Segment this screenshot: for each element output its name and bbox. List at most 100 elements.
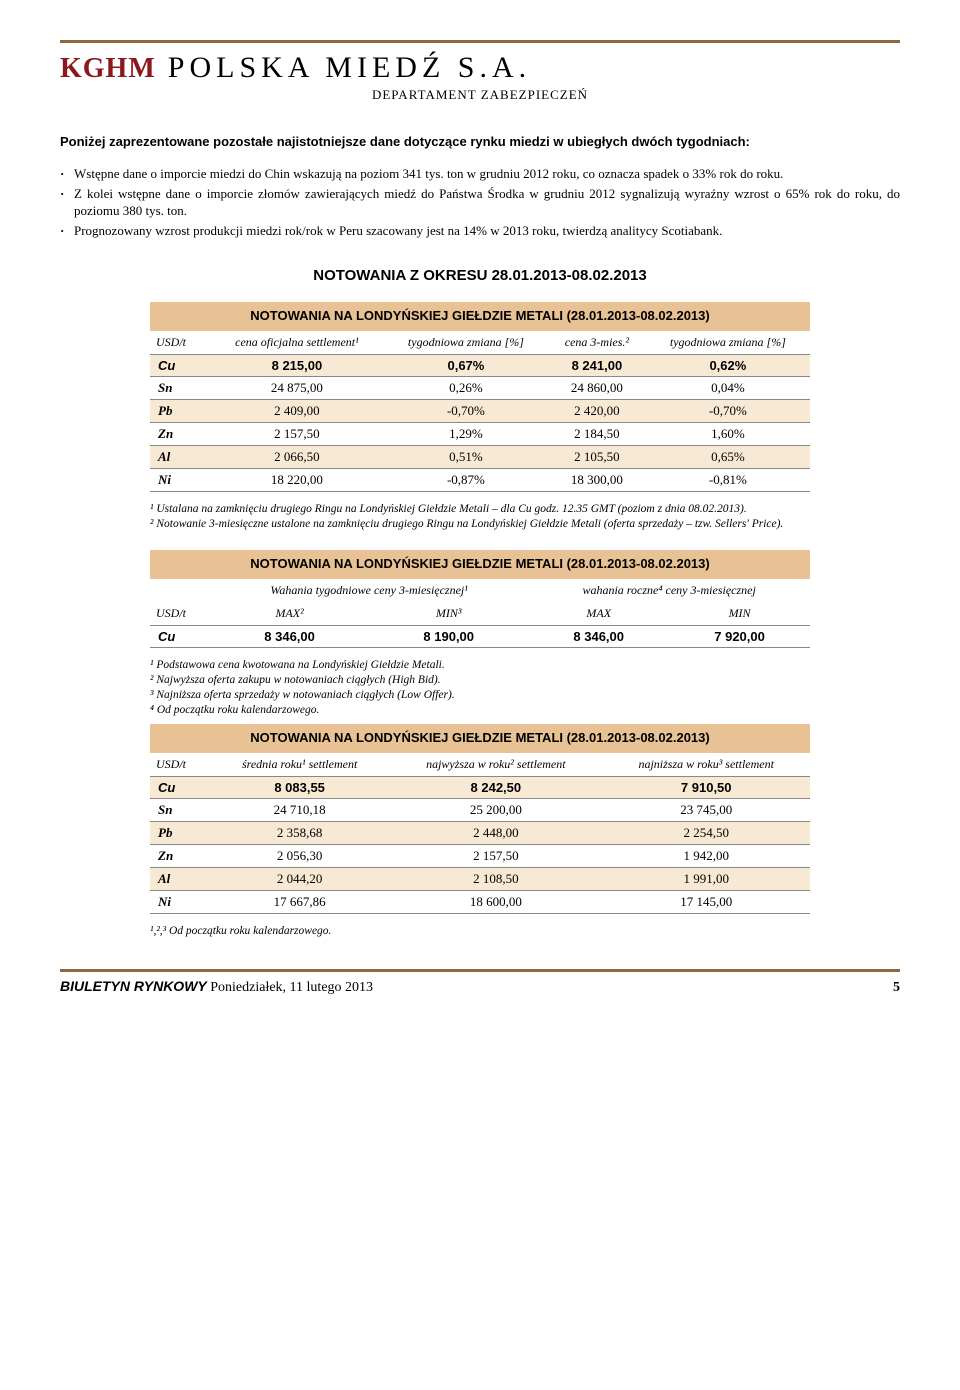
- footer-title: BIULETYN RYNKOWY: [60, 978, 207, 994]
- table1-val: 2 420,00: [548, 400, 646, 423]
- table2-row: Cu 8 346,00 8 190,00 8 346,00 7 920,00: [150, 626, 810, 648]
- table3-title: NOTOWANIA NA LONDYŃSKIEJ GIEŁDZIE METALI…: [150, 724, 810, 753]
- table1-val: 0,26%: [384, 377, 548, 400]
- table3-val: 2 056,30: [210, 844, 389, 867]
- table1-col: tygodniowa zmiana [%]: [646, 331, 810, 355]
- table1-sym: Pb: [150, 400, 210, 423]
- table3-sym: Al: [150, 867, 210, 890]
- table3-col: najwyższa w roku² settlement: [389, 753, 602, 777]
- table1-val: 18 220,00: [210, 469, 384, 492]
- table3-val: 7 910,50: [602, 776, 810, 798]
- table1-col: tygodniowa zmiana [%]: [384, 331, 548, 355]
- table3-footnote: ¹,²,³ Od początku roku kalendarzowego.: [150, 924, 810, 939]
- table3-val: 23 745,00: [602, 798, 810, 821]
- table3-row: Cu8 083,558 242,507 910,50: [150, 776, 810, 798]
- table2-grp: Wahania tygodniowe ceny 3-miesięcznej¹: [210, 579, 528, 602]
- table3-sym: Zn: [150, 844, 210, 867]
- table1-row: Ni18 220,00-0,87%18 300,00-0,81%: [150, 469, 810, 492]
- table2-val: 8 190,00: [369, 626, 528, 648]
- table2-wrap: NOTOWANIA NA LONDYŃSKIEJ GIEŁDZIE METALI…: [150, 550, 810, 648]
- table3-val: 2 254,50: [602, 821, 810, 844]
- table1-val: 0,51%: [384, 446, 548, 469]
- footer-date: Poniedziałek, 11 lutego 2013: [207, 980, 373, 995]
- table1-val: 0,62%: [646, 355, 810, 377]
- table2-title: NOTOWANIA NA LONDYŃSKIEJ GIEŁDZIE METALI…: [150, 550, 810, 579]
- table1-val: 8 241,00: [548, 355, 646, 377]
- table2-sub: MAX²: [210, 602, 369, 626]
- bullet-item: Z kolei wstępne dane o imporcie złomów z…: [60, 185, 900, 220]
- table1-sym: Sn: [150, 377, 210, 400]
- table3-row: Sn24 710,1825 200,0023 745,00: [150, 798, 810, 821]
- table3-val: 2 157,50: [389, 844, 602, 867]
- table3-val: 8 083,55: [210, 776, 389, 798]
- table1-unit: USD/t: [150, 331, 210, 355]
- table3-row: Pb2 358,682 448,002 254,50: [150, 821, 810, 844]
- table2-sym: Cu: [150, 626, 210, 648]
- table3-row: Ni17 667,8618 600,0017 145,00: [150, 890, 810, 913]
- table3-sym: Pb: [150, 821, 210, 844]
- table2-val: 8 346,00: [528, 626, 669, 648]
- table1-val: 2 184,50: [548, 423, 646, 446]
- table2-sub: MIN: [669, 602, 810, 626]
- table1-wrap: NOTOWANIA NA LONDYŃSKIEJ GIEŁDZIE METALI…: [150, 302, 810, 492]
- table3-unit: USD/t: [150, 753, 210, 777]
- table2-val: 8 346,00: [210, 626, 369, 648]
- table1-val: 2 066,50: [210, 446, 384, 469]
- table1-val: 2 157,50: [210, 423, 384, 446]
- table1-sym: Zn: [150, 423, 210, 446]
- table1-val: 1,60%: [646, 423, 810, 446]
- footer: BIULETYN RYNKOWY Poniedziałek, 11 lutego…: [60, 969, 900, 996]
- table3-val: 2 358,68: [210, 821, 389, 844]
- table1-val: -0,81%: [646, 469, 810, 492]
- table2-footnote: ¹ Podstawowa cena kwotowana na Londyński…: [150, 658, 810, 718]
- table1-val: 18 300,00: [548, 469, 646, 492]
- table3-val: 8 242,50: [389, 776, 602, 798]
- table3-row: Zn2 056,302 157,501 942,00: [150, 844, 810, 867]
- table3-val: 1 942,00: [602, 844, 810, 867]
- table3-val: 2 044,20: [210, 867, 389, 890]
- table1-val: -0,70%: [646, 400, 810, 423]
- table1-row: Sn24 875,000,26%24 860,000,04%: [150, 377, 810, 400]
- table3-val: 25 200,00: [389, 798, 602, 821]
- table1-val: 0,65%: [646, 446, 810, 469]
- table3-col: najniższa w roku³ settlement: [602, 753, 810, 777]
- table3-val: 2 108,50: [389, 867, 602, 890]
- table3-sym: Sn: [150, 798, 210, 821]
- table2-sub: MIN³: [369, 602, 528, 626]
- table3-sym: Cu: [150, 776, 210, 798]
- table1-row: Al2 066,500,51%2 105,500,65%: [150, 446, 810, 469]
- table3-val: 24 710,18: [210, 798, 389, 821]
- header-rule: [60, 40, 900, 43]
- table3: USD/t średnia roku¹ settlement najwyższa…: [150, 753, 810, 914]
- section-title: NOTOWANIA Z OKRESU 28.01.2013-08.02.2013: [60, 267, 900, 284]
- table2-val: 7 920,00: [669, 626, 810, 648]
- table1-col: cena oficjalna settlement¹: [210, 331, 384, 355]
- table1-val: 0,04%: [646, 377, 810, 400]
- table3-val: 1 991,00: [602, 867, 810, 890]
- table1-val: -0,70%: [384, 400, 548, 423]
- header-logo-row: KGHM POLSKA MIEDŹ S.A.: [60, 51, 900, 85]
- table1-val: 24 860,00: [548, 377, 646, 400]
- table1-sym: Al: [150, 446, 210, 469]
- page: KGHM POLSKA MIEDŹ S.A. DEPARTAMENT ZABEZ…: [0, 0, 960, 1016]
- table2-sub: MAX: [528, 602, 669, 626]
- table1-title: NOTOWANIA NA LONDYŃSKIEJ GIEŁDZIE METALI…: [150, 302, 810, 331]
- footer-page: 5: [893, 980, 900, 996]
- table1-sym: Cu: [150, 355, 210, 377]
- table1-sym: Ni: [150, 469, 210, 492]
- table1-val: 1,29%: [384, 423, 548, 446]
- logo-kghm: KGHM: [60, 53, 156, 85]
- table3-val: 17 667,86: [210, 890, 389, 913]
- table3-row: Al2 044,202 108,501 991,00: [150, 867, 810, 890]
- table1-row: Cu8 215,000,67%8 241,000,62%: [150, 355, 810, 377]
- table1-val: 2 105,50: [548, 446, 646, 469]
- bullet-item: Wstępne dane o imporcie miedzi do Chin w…: [60, 165, 900, 183]
- footer-left: BIULETYN RYNKOWY Poniedziałek, 11 lutego…: [60, 978, 373, 996]
- table3-col: średnia roku¹ settlement: [210, 753, 389, 777]
- table3-val: 2 448,00: [389, 821, 602, 844]
- table3-val: 17 145,00: [602, 890, 810, 913]
- bullet-list: Wstępne dane o imporcie miedzi do Chin w…: [60, 165, 900, 239]
- table1: USD/t cena oficjalna settlement¹ tygodni…: [150, 331, 810, 492]
- table1-val: 24 875,00: [210, 377, 384, 400]
- bullet-item: Prognozowany wzrost produkcji miedzi rok…: [60, 222, 900, 240]
